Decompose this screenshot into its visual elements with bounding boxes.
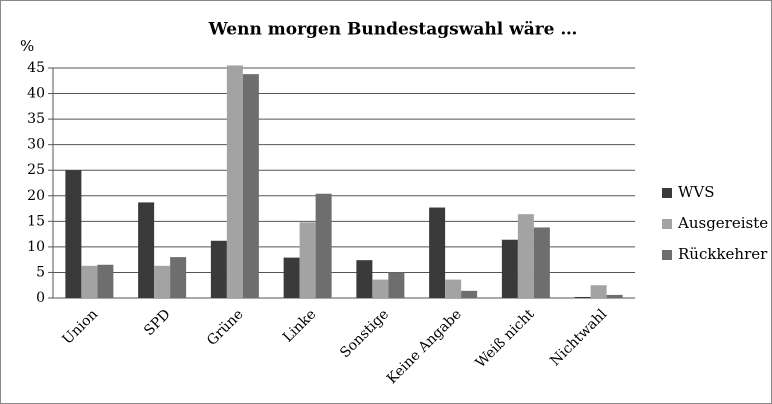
bar <box>574 296 591 298</box>
bar <box>372 279 389 298</box>
bar <box>210 240 227 298</box>
bar <box>356 260 373 298</box>
y-tick-label: 5 <box>36 264 45 280</box>
bar <box>533 227 550 298</box>
y-tick-label: 20 <box>27 188 45 204</box>
y-tick-label: 10 <box>27 239 45 255</box>
bar <box>154 265 171 298</box>
bar <box>606 294 623 298</box>
legend-swatch <box>662 219 672 229</box>
bar <box>501 239 518 298</box>
bar <box>299 222 316 298</box>
bar <box>138 202 155 298</box>
y-tick-label: 30 <box>27 137 45 153</box>
y-tick-label: 0 <box>36 290 45 306</box>
y-tick-label: 45 <box>27 60 45 76</box>
y-tick-label: 15 <box>27 213 45 229</box>
y-axis-label: % <box>20 37 34 55</box>
bar <box>517 214 534 298</box>
legend-swatch <box>662 250 672 260</box>
chart-title: Wenn morgen Bundestagswahl wäre … <box>208 20 578 40</box>
bar <box>461 290 478 298</box>
legend-label: Ausgereiste <box>677 214 768 232</box>
y-tick-label: 35 <box>27 111 45 127</box>
legend-swatch <box>662 188 672 198</box>
bar <box>81 265 98 298</box>
bar <box>226 65 243 298</box>
bar <box>590 285 607 298</box>
bar <box>445 279 462 298</box>
bar <box>170 257 187 298</box>
bar <box>315 193 332 298</box>
bar <box>242 74 259 298</box>
y-tick-label: 40 <box>27 86 45 102</box>
bar <box>429 207 446 298</box>
y-tick-label: 25 <box>27 162 45 178</box>
legend-label: Rückkehrer <box>678 245 768 263</box>
bar <box>283 257 300 298</box>
bar <box>388 272 405 298</box>
bar <box>97 264 114 298</box>
bar <box>65 170 82 298</box>
legend-label: WVS <box>678 183 715 201</box>
